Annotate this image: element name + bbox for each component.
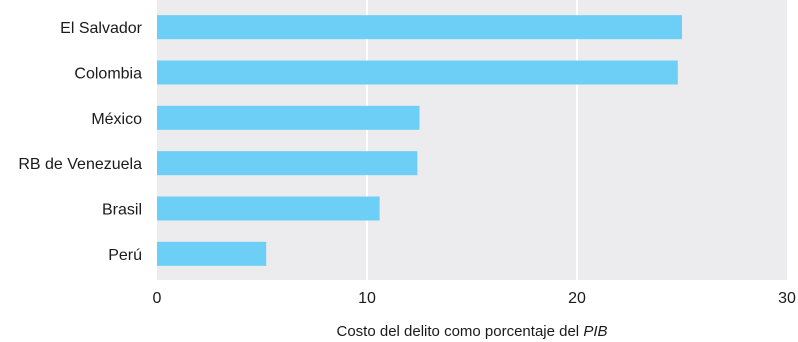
bar-m-xico — [157, 105, 420, 130]
category-labels: El Salvador Colombia México RB de Venezuela… — [18, 20, 142, 264]
bar-colombia — [157, 60, 678, 85]
bar-el-salvador — [157, 15, 682, 40]
category-label: RB de Venezuela — [18, 156, 142, 173]
bar-per- — [157, 241, 267, 266]
bar-brasil — [157, 196, 380, 221]
bar-rb-de-venezuela — [157, 151, 418, 176]
category-label: Perú — [108, 247, 142, 264]
x-axis-title-emph: PIB — [583, 323, 607, 340]
category-label: Colombia — [74, 66, 142, 83]
x-tick-label-0: 0 — [153, 290, 162, 307]
category-label: México — [91, 111, 142, 128]
x-tick-label-10: 10 — [358, 290, 376, 307]
x-axis-title-text: Costo del delito como porcentaje del — [337, 323, 584, 340]
plot-background — [157, 0, 787, 280]
x-tick-label-20: 20 — [568, 290, 586, 307]
gridlines — [366, 0, 578, 280]
x-tick-label-30: 30 — [778, 290, 796, 307]
bars — [157, 15, 682, 266]
x-tick-labels: 0 10 20 30 — [153, 290, 796, 307]
category-label: Brasil — [102, 202, 142, 219]
x-axis-title: Costo del delito como porcentaje del PIB — [337, 323, 608, 340]
category-label: El Salvador — [60, 20, 142, 37]
